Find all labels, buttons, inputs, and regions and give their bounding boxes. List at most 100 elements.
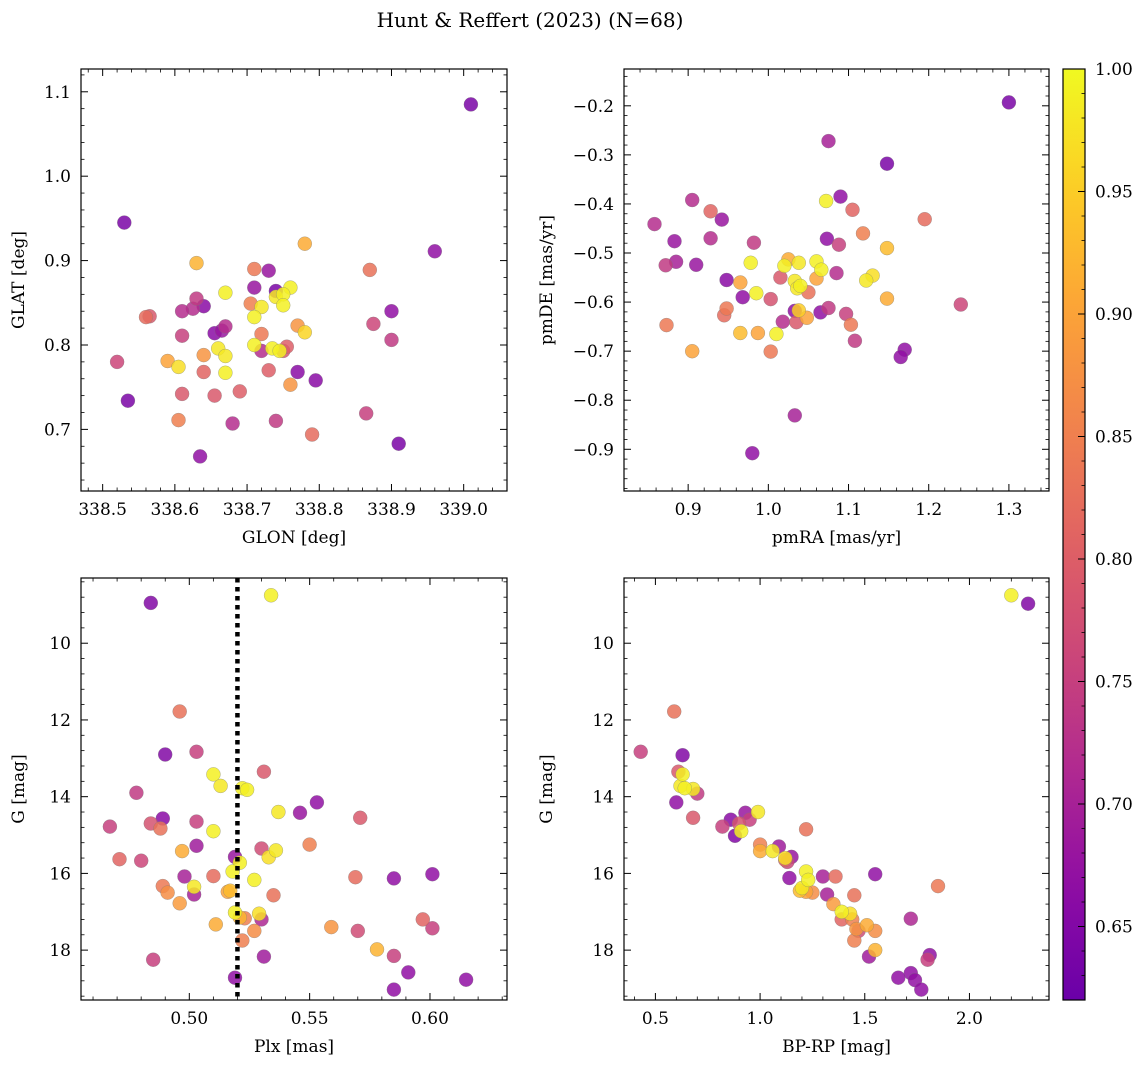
data-point [247, 280, 262, 295]
data-point [254, 326, 269, 342]
y-tick-label: 0.7 [44, 420, 71, 440]
data-point [843, 317, 859, 332]
data-point [833, 189, 848, 204]
x-tick-label: 1.0 [755, 500, 782, 520]
data-point [867, 866, 883, 882]
data-point [263, 588, 279, 603]
data-point [352, 810, 368, 826]
data-point [251, 906, 267, 921]
panel-bprp-g: 0.5 1.0 1.5 2.0 10 12 14 16 18 BP-RP [mag] G [mag] [537, 577, 1050, 1057]
x-tick-label: 0.5 [642, 1009, 669, 1029]
data-point [829, 265, 844, 281]
data-point [879, 291, 895, 306]
data-point [917, 211, 932, 227]
x-tick-label: 2.0 [956, 1009, 983, 1029]
y-tick-label: 16 [49, 864, 71, 884]
y-tick-label: 10 [592, 634, 614, 654]
x-tick-label: 1.5 [851, 1009, 878, 1029]
panels: 338.5 338.6 338.7 338.8 338.9 339.0 0.7 0.8 0.9 1… [9, 68, 1050, 1057]
figure-title: Hunt & Reffert (2023) (N=68) [377, 8, 684, 32]
data-point [750, 804, 766, 820]
data-point [703, 231, 718, 246]
x-tick-label: 1.0 [747, 1009, 774, 1029]
data-point [348, 869, 363, 885]
data-point [297, 236, 313, 251]
data-point [715, 819, 730, 834]
data-point [261, 363, 276, 378]
data-point [834, 904, 849, 920]
data-point [189, 744, 204, 760]
x-tick-label: 338.5 [78, 500, 127, 520]
data-point [143, 595, 159, 611]
y-tick-label: −0.9 [573, 440, 614, 460]
data-point [401, 965, 416, 980]
panel-plx-g: 0.50 0.55 0.60 10 12 14 16 18 Plx [mas] G [mag] [9, 577, 508, 1057]
data-point [271, 804, 286, 820]
data-point [208, 917, 224, 932]
data-point [133, 853, 149, 868]
data-point [117, 215, 132, 230]
data-point [891, 970, 906, 985]
axes-frame [80, 577, 508, 1001]
data-point [831, 237, 847, 252]
data-point [879, 156, 895, 171]
y-tick-label: 14 [592, 788, 614, 808]
data-point [735, 289, 750, 305]
data-point [688, 257, 704, 273]
data-point [174, 303, 190, 319]
data-point [297, 325, 313, 340]
panel-pmra-pmde: 0.9 1.0 1.1 1.2 1.3 −0.9 −0.8 −0.7 −0.6 −0.5 −0.4 −… [537, 68, 1050, 548]
data-point [752, 843, 768, 859]
data-point [920, 952, 935, 967]
data-point [769, 326, 784, 342]
ticks [624, 578, 1049, 1000]
ticks [81, 578, 507, 1000]
data-point [745, 445, 760, 461]
data-point [733, 823, 749, 839]
data-point [847, 888, 862, 903]
data-point [659, 317, 674, 333]
data-point [793, 278, 808, 294]
data-point [719, 272, 734, 288]
data-point [102, 819, 118, 834]
data-point [384, 303, 399, 319]
y-tick-label: 12 [49, 711, 71, 731]
scatter-points [109, 97, 479, 464]
colorbar-tick-label: 1.00 [1095, 60, 1133, 80]
data-point [227, 905, 243, 920]
y-axis-label: G [mag] [537, 754, 557, 823]
data-point [218, 285, 233, 300]
data-point [266, 888, 281, 903]
data-point [703, 204, 718, 219]
x-tick-label: 0.9 [675, 500, 702, 520]
colorbar-tick-label: 0.90 [1095, 305, 1133, 325]
data-point [247, 872, 262, 888]
y-axis-label: GLAT [deg] [9, 231, 29, 329]
data-point [362, 262, 378, 278]
data-point [358, 406, 374, 421]
data-point [815, 869, 831, 884]
data-point [268, 413, 284, 429]
colorbar: 0.65 0.70 0.75 0.80 0.85 0.90 0.95 1.00 [1062, 60, 1133, 1001]
data-point [256, 764, 272, 779]
y-tick-label: 1.0 [44, 167, 71, 187]
data-point [1020, 596, 1036, 611]
data-point [384, 332, 399, 348]
data-point [427, 244, 443, 259]
data-point [415, 912, 431, 927]
data-point [1001, 95, 1017, 110]
data-point [879, 240, 895, 256]
data-point [309, 795, 325, 810]
data-point [213, 778, 228, 794]
data-point [684, 343, 700, 359]
data-point [667, 233, 682, 249]
data-point [749, 285, 764, 301]
y-tick-label: −0.4 [573, 195, 614, 215]
data-point [218, 348, 233, 364]
data-point [145, 952, 161, 967]
y-tick-label: −0.7 [573, 342, 614, 362]
x-axis-label: pmRA [mas/yr] [772, 528, 901, 548]
data-point [800, 872, 816, 888]
data-point [719, 301, 734, 316]
x-tick-label: 1.2 [915, 500, 942, 520]
